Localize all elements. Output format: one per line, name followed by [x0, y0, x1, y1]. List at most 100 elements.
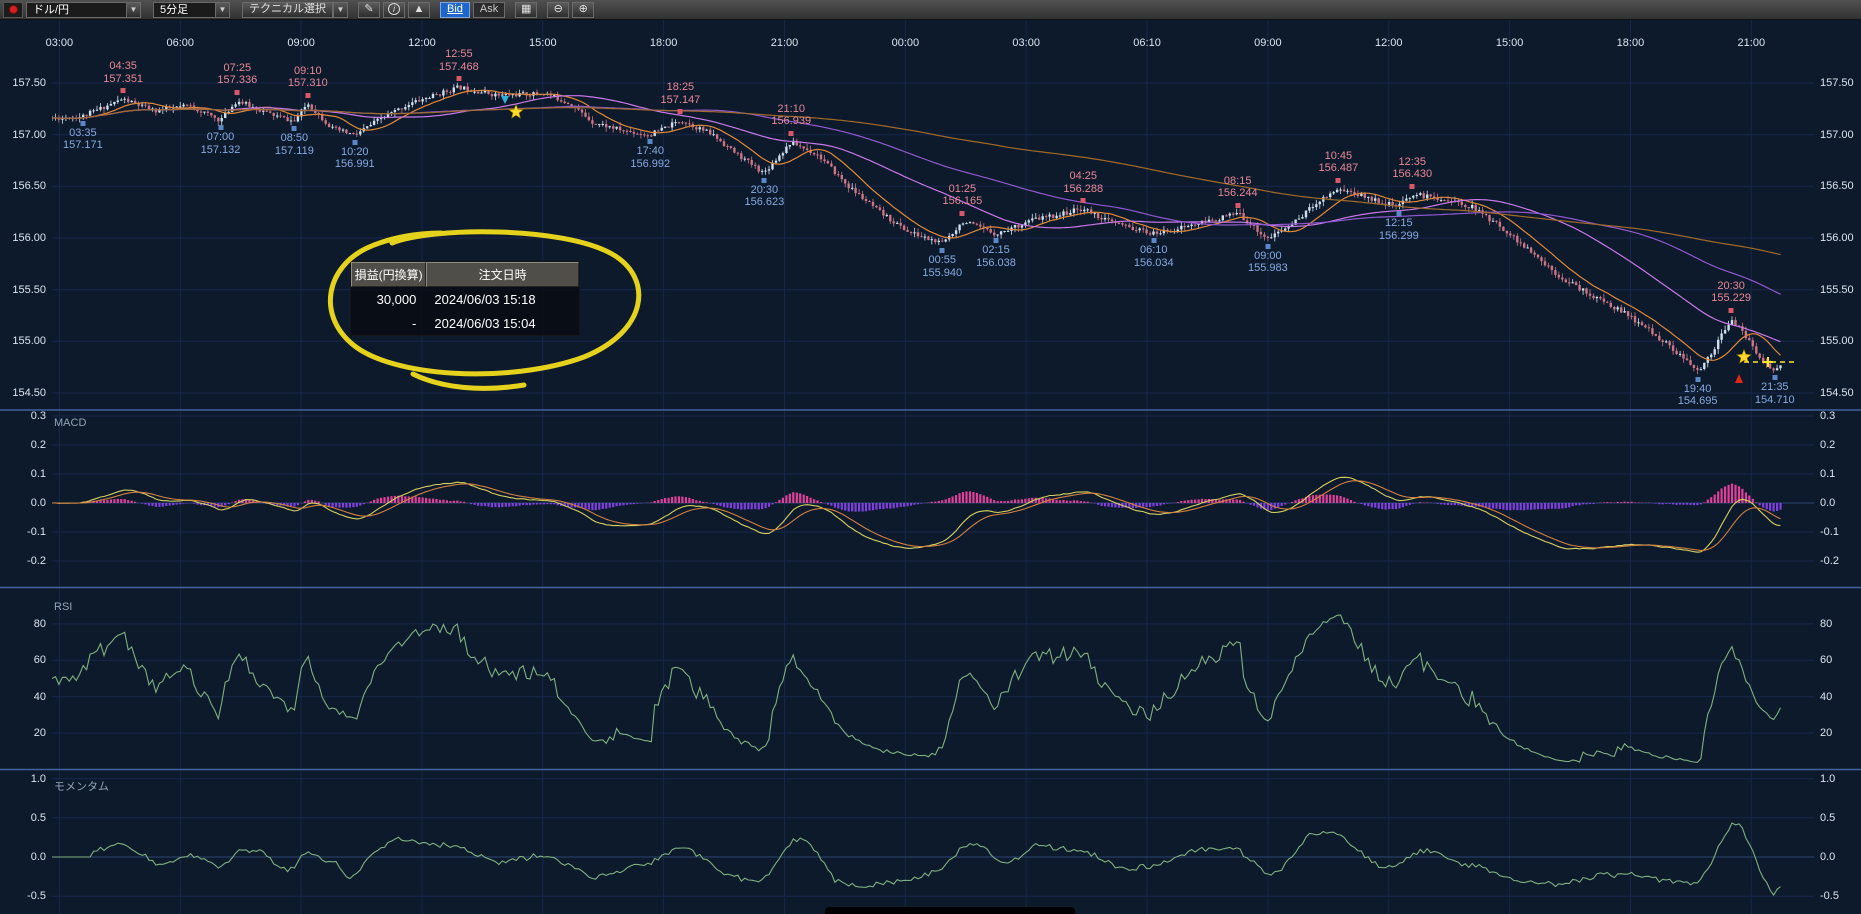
time-axis-tick: 18:00 — [649, 37, 678, 49]
macd-panel-label: MACD — [54, 417, 87, 429]
time-axis-tick: 09:00 — [1254, 37, 1282, 49]
bid-button[interactable]: Bid — [440, 1, 470, 18]
price-axis-tick-left: 156.50 — [12, 180, 46, 193]
rsi-axis-tick-right: 40 — [1820, 690, 1833, 703]
rsi-axis-tick-left: 80 — [33, 617, 46, 630]
price-axis-tick-left: 155.00 — [12, 335, 46, 348]
pivot-marker-icon — [1235, 202, 1241, 208]
pivot-marker-icon — [677, 109, 683, 115]
pivot-label-high: 04:35 157.351 — [103, 60, 144, 85]
rsi-axis-tick-left: 60 — [33, 654, 46, 667]
pivot-label-low: 03:35 157.171 — [63, 126, 103, 152]
time-axis-tick: 03:00 — [1012, 37, 1040, 49]
popup-header-pl: 損益(円換算) — [351, 262, 427, 287]
pivot-label-high: 08:15 156.244 — [1217, 174, 1258, 200]
pivot-label-low: 12:15 156.299 — [1378, 217, 1419, 242]
pivot-marker-icon — [788, 130, 794, 136]
pivot-label-low: 07:00 157.132 — [200, 131, 241, 156]
momentum-axis-tick-left: 1.0 — [30, 772, 46, 785]
bottom-cutoff-bar — [825, 907, 1075, 914]
momentum-axis-tick-right: -0.5 — [1820, 890, 1839, 903]
record-button[interactable] — [3, 1, 23, 18]
time-axis-tick: 18:00 — [1616, 37, 1645, 49]
pivot-marker-icon — [120, 88, 126, 94]
zoom-in-icon[interactable]: ⊕ — [572, 1, 595, 18]
momentum-axis-tick-left: 0.5 — [30, 811, 46, 824]
pivot-label-high: 12:55 157.468 — [438, 48, 479, 73]
rsi-axis-tick-right: 20 — [1820, 727, 1833, 740]
price-axis-tick-left: 155.50 — [12, 283, 46, 296]
pivot-marker-icon — [1728, 307, 1734, 313]
price-axis-tick-left: 154.50 — [12, 386, 46, 399]
pivot-marker-icon — [1265, 243, 1271, 249]
info-icon[interactable]: i — [383, 1, 405, 18]
price-axis-tick-right: 156.50 — [1820, 180, 1854, 193]
time-axis-tick: 06:00 — [166, 37, 195, 49]
macd-axis-tick-right: -0.2 — [1820, 555, 1839, 567]
zoom-out-icon[interactable]: ⊖ — [547, 1, 570, 18]
pivot-marker-icon — [647, 139, 653, 145]
rsi-axis-tick-left: 40 — [33, 690, 46, 703]
macd-layer — [52, 476, 1782, 553]
pivot-marker-icon — [80, 120, 86, 126]
time-axis-tick: 06:10 — [1133, 37, 1161, 49]
popup-header-datetime: 注文日時 — [426, 262, 579, 287]
pair-selector[interactable]: ドル/円 — [26, 1, 126, 18]
timeframe-selector[interactable]: 5分足 — [153, 1, 215, 18]
time-axis-tick: 12:00 — [1374, 37, 1403, 49]
price-axis-tick-right: 156.00 — [1820, 231, 1854, 244]
pivot-label-low: 17:40 156.992 — [630, 145, 671, 170]
pivot-marker-icon — [1396, 211, 1402, 217]
time-axis-tick: 00:00 — [891, 37, 920, 49]
price-axis-tick-left: 157.00 — [12, 128, 46, 141]
draw-pencil-icon[interactable]: ✎ — [358, 1, 380, 18]
popup-datetime-value: 2024/06/03 15:18 — [434, 291, 536, 307]
macd-axis-tick-right: 0.2 — [1820, 439, 1836, 451]
pivot-label-high: 20:30 155.229 — [1711, 279, 1752, 305]
pivot-label-low: 10:20 156.991 — [334, 145, 375, 171]
macd-axis-tick-right: 0.3 — [1820, 410, 1836, 422]
pivot-marker-icon — [456, 76, 462, 82]
macd-axis-tick-left: 0.1 — [30, 468, 46, 480]
pivot-label-high: 04:25 156.288 — [1063, 170, 1104, 195]
pivot-marker-icon — [234, 89, 240, 95]
pivot-label-low: 08:50 157.119 — [274, 132, 314, 157]
pivot-label-high: 10:45 156.487 — [1318, 149, 1359, 175]
candles-layer — [52, 82, 1782, 375]
pivot-label-high: 09:10 157.310 — [287, 64, 328, 90]
pair-dropdown-arrow-icon[interactable]: ▼ — [126, 1, 141, 18]
pivot-label-low: 20:30 156.623 — [744, 183, 785, 209]
trade-star-icon — [1736, 348, 1752, 364]
pivot-marker-icon — [1772, 375, 1778, 381]
order-info-popup: 損益(円換算) 注文日時 30,000 2024/06/03 15:18 - 2… — [350, 261, 580, 336]
momentum-axis-tick-right: 0.0 — [1820, 851, 1836, 863]
price-axis-tick-right: 157.00 — [1820, 128, 1854, 141]
chart-type-icon[interactable]: ▲ — [408, 1, 430, 18]
momentum-layer — [52, 822, 1781, 897]
macd-axis-tick-right: 0.1 — [1820, 468, 1836, 480]
pivot-marker-icon — [939, 248, 945, 254]
sell-arrow-icon — [501, 96, 509, 104]
time-axis-tick: 12:00 — [408, 37, 436, 49]
pivot-label-low: 00:55 155.940 — [922, 254, 963, 279]
momentum-panel-label: モメンタム — [54, 781, 109, 793]
pivot-marker-icon — [218, 125, 224, 131]
moving-average-layer — [52, 89, 1781, 361]
technical-dropdown-arrow-icon[interactable]: ▼ — [333, 1, 348, 18]
price-chart-canvas[interactable] — [0, 20, 1861, 914]
technical-select-button[interactable]: テクニカル選択 — [242, 1, 333, 18]
keyboard-icon[interactable]: ▦ — [515, 1, 538, 18]
pivot-label-high: 21:10 156.939 — [771, 102, 812, 128]
time-axis-tick: 03:00 — [45, 37, 74, 49]
buy-arrow-icon — [1735, 374, 1743, 383]
ask-button[interactable]: Ask — [472, 1, 506, 18]
rsi-panel-label: RSI — [54, 601, 73, 613]
grid-layer — [0, 20, 1861, 914]
pivot-label-high: 01:25 156.165 — [942, 182, 983, 208]
pivot-label-low: 21:35 154.710 — [1754, 381, 1795, 406]
popup-row: - 2024/06/03 15:04 — [351, 311, 579, 335]
pivot-label-low: 06:10 156.034 — [1133, 244, 1174, 269]
pivot-marker-icon — [761, 177, 767, 183]
timeframe-dropdown-arrow-icon[interactable]: ▼ — [215, 1, 230, 18]
